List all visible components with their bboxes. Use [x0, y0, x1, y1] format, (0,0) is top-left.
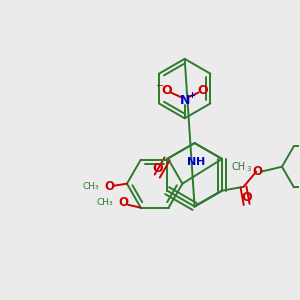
- Text: O: O: [197, 84, 208, 97]
- Text: N: N: [179, 94, 190, 107]
- Text: O: O: [118, 196, 128, 209]
- Text: 3: 3: [247, 166, 251, 172]
- Text: CH₃: CH₃: [83, 182, 100, 191]
- Text: N: N: [187, 157, 196, 167]
- Text: O: O: [104, 180, 114, 193]
- Text: O: O: [252, 165, 262, 178]
- Text: H: H: [196, 157, 205, 167]
- Text: O: O: [152, 162, 163, 175]
- Text: −: −: [156, 81, 164, 91]
- Text: O: O: [241, 191, 252, 204]
- Text: CH: CH: [232, 162, 246, 172]
- Text: CH₃: CH₃: [97, 198, 113, 207]
- Text: +: +: [188, 91, 195, 100]
- Text: O: O: [161, 84, 172, 97]
